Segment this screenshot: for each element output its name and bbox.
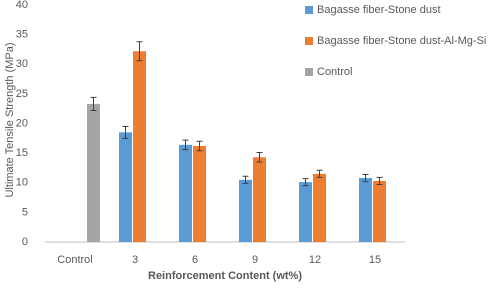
- error-bar: [122, 125, 129, 139]
- y-tick-label: 20: [16, 117, 28, 129]
- error-bar: [242, 175, 249, 184]
- error-bar: [376, 176, 383, 186]
- bar: [193, 146, 206, 242]
- legend-label: Control: [317, 66, 352, 78]
- bar: [87, 103, 100, 242]
- bar: [179, 144, 192, 242]
- x-tick-label: 15: [369, 254, 381, 266]
- error-bar: [196, 140, 203, 152]
- error-bar: [316, 169, 323, 178]
- y-tick-label: 40: [16, 0, 28, 11]
- error-bar: [302, 178, 309, 187]
- y-tick-label: 15: [16, 147, 28, 159]
- error-bar: [256, 152, 263, 163]
- bar: [239, 179, 252, 242]
- error-bar: [136, 41, 143, 62]
- legend-label: Bagasse fiber-Stone dust: [317, 4, 441, 16]
- x-tick-label: 6: [192, 254, 198, 266]
- y-tick-label: 5: [22, 206, 28, 218]
- bar: [313, 173, 326, 242]
- legend-swatch: [305, 6, 313, 14]
- y-tick-label: 25: [16, 88, 28, 100]
- legend-label: Bagasse fiber-Stone dust-Al-Mg-Si: [317, 35, 486, 47]
- bar: [373, 180, 386, 242]
- bar: [299, 182, 312, 242]
- x-tick-label: 12: [309, 254, 321, 266]
- x-tick-label: 3: [132, 254, 138, 266]
- error-bar: [362, 173, 369, 183]
- bar: [253, 157, 266, 242]
- x-tick-label: 9: [252, 254, 258, 266]
- x-axis-title: Reinforcement Content (wt%): [148, 270, 302, 282]
- legend-swatch: [305, 37, 313, 45]
- y-tick-label: 10: [16, 177, 28, 189]
- error-bar: [90, 96, 97, 111]
- legend-swatch: [305, 68, 313, 76]
- y-tick-label: 35: [16, 29, 28, 41]
- y-axis-title: Ultimate Tensile Strength (MPa): [4, 42, 16, 197]
- bar: [119, 132, 132, 242]
- bar: [133, 51, 146, 243]
- error-bar: [182, 139, 189, 151]
- x-tick-label: Control: [57, 254, 92, 266]
- y-tick-label: 30: [16, 58, 28, 70]
- y-tick-label: 0: [22, 236, 28, 248]
- bar: [359, 178, 372, 242]
